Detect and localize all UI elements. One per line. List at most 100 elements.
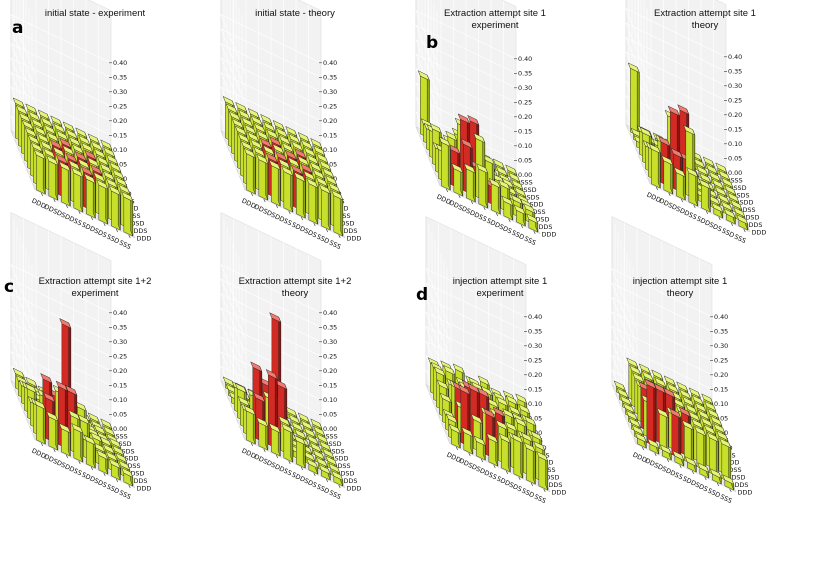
grid-line	[611, 326, 713, 387]
bar-face-top	[498, 433, 511, 444]
row-label: SSS	[533, 493, 547, 506]
row-tick	[518, 476, 521, 481]
bar-face-top	[121, 467, 134, 478]
bar-r0-c7	[627, 62, 640, 137]
bar-face-top	[40, 116, 53, 128]
bar-face-top	[683, 124, 696, 136]
col-label: DDS	[134, 227, 148, 235]
bar-face-top	[433, 366, 446, 377]
bar-face-top	[12, 367, 25, 379]
bar-r0-c0	[438, 136, 451, 191]
bar-face-top	[697, 462, 710, 473]
bar-face-top	[685, 403, 698, 415]
bar-face-top	[495, 419, 508, 431]
bar-r7-c0	[736, 214, 749, 231]
bar-face-top	[638, 363, 651, 374]
bar-face-side	[340, 194, 344, 237]
z-tick-label: 0.20	[113, 117, 127, 125]
bar-face-top	[508, 171, 521, 183]
bar-face-top	[18, 112, 31, 123]
bar-face-top	[37, 133, 50, 144]
z-tick-label: 0.20	[323, 117, 337, 125]
bar-face-top	[93, 148, 106, 159]
row-tick	[458, 194, 461, 199]
bar-r5-c0	[501, 195, 514, 221]
bar-face-top	[492, 158, 505, 169]
bar-face-top	[90, 164, 103, 175]
bar-r7-c0	[526, 213, 539, 233]
bar-face-top	[716, 430, 729, 441]
bar-face-side	[665, 412, 669, 453]
col-label: SSS	[731, 177, 743, 185]
bar-face-top	[256, 130, 269, 141]
bar-face-top	[445, 413, 458, 424]
bar-r6-c0	[723, 208, 736, 225]
bar-r6-c0	[709, 468, 722, 485]
bar-r4-c0	[293, 171, 306, 219]
bar-face-side	[657, 147, 661, 189]
bar-face-top	[721, 177, 734, 188]
bar-face-top	[40, 140, 53, 151]
bar-r2-c0	[58, 161, 71, 207]
z-tick-label: 0.05	[528, 415, 542, 423]
bar-face-top	[256, 416, 269, 428]
bar-face-top	[619, 395, 632, 406]
bar-face-top	[99, 436, 112, 447]
bar-face-side	[520, 437, 524, 479]
bar-face-top	[681, 419, 694, 431]
row-tick	[288, 460, 291, 465]
bar-face-top	[502, 408, 515, 419]
bar-face-top	[24, 382, 37, 394]
bar-face-top	[451, 162, 464, 174]
bar-face-top	[225, 103, 238, 114]
bar-face-top	[278, 134, 291, 146]
bar-face-top	[709, 468, 722, 479]
row-tick	[654, 452, 657, 457]
row-tick	[480, 458, 484, 463]
panel-title: Extraction attempt site 1+2	[39, 276, 152, 287]
z-tick-label: 0.15	[518, 128, 532, 136]
bar-face-top	[244, 124, 257, 135]
bar-face-top	[648, 143, 661, 154]
bar-face-top	[68, 136, 81, 147]
bar-r7-c0	[121, 191, 134, 237]
col-label: DDD	[137, 484, 152, 492]
col-label: DSD	[746, 214, 760, 222]
bar-r7-c0	[722, 474, 735, 491]
bar-face-top	[694, 402, 707, 413]
bar-face-top	[247, 107, 260, 119]
bar-face-top	[306, 154, 319, 165]
z-tick-label: 0.10	[113, 146, 127, 154]
col-label: SSS	[521, 179, 533, 187]
col-label: DDS	[549, 481, 563, 489]
row-tick	[483, 206, 486, 211]
bar-face-side	[653, 383, 657, 447]
bar-face-top	[59, 137, 72, 149]
z-tick-label: 0.10	[323, 146, 337, 154]
row-tick	[40, 192, 44, 197]
bar-face-top	[312, 449, 325, 460]
bar-face-side	[105, 183, 109, 225]
bar-face-side	[55, 159, 59, 201]
bar-face-top	[222, 376, 235, 387]
bar-face-top	[684, 456, 697, 467]
bar-face-top	[68, 409, 81, 421]
bar-r3-c0	[476, 163, 489, 209]
bar-r7-c0	[331, 189, 344, 237]
bar-face-top	[108, 458, 121, 469]
bar-face-top	[58, 161, 71, 172]
row-tick	[250, 442, 254, 447]
col-label: DSS	[338, 212, 351, 220]
grid-line	[10, 293, 112, 354]
bar-face-top	[87, 412, 100, 423]
bar-face-top	[290, 164, 303, 175]
bar-face-top	[100, 139, 113, 150]
bar-face-top	[722, 474, 735, 485]
bar-face-top	[99, 163, 112, 174]
bar-face-side	[117, 189, 121, 231]
col-label: SDD	[726, 459, 740, 467]
grid-line	[10, 14, 112, 75]
bar-face-top	[105, 451, 118, 462]
grid-line	[425, 326, 527, 387]
bar-face-top	[118, 459, 131, 471]
